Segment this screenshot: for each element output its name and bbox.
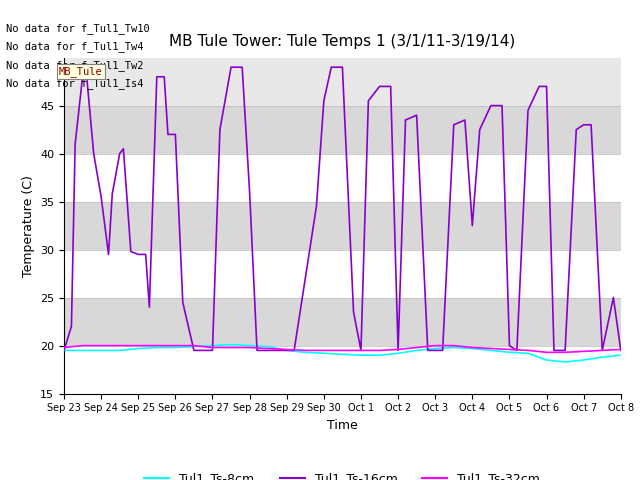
Text: No data for f_Tul1_Tw4: No data for f_Tul1_Tw4 <box>6 41 144 52</box>
Bar <box>64 106 621 154</box>
Bar <box>64 202 621 250</box>
Bar <box>64 250 621 298</box>
Text: No data for f_Tul1_Is4: No data for f_Tul1_Is4 <box>6 78 144 89</box>
Bar <box>64 346 621 394</box>
Title: MB Tule Tower: Tule Temps 1 (3/1/11-3/19/14): MB Tule Tower: Tule Temps 1 (3/1/11-3/19… <box>169 35 516 49</box>
Text: No data for f_Tul1_Tw10: No data for f_Tul1_Tw10 <box>6 23 150 34</box>
Bar <box>64 298 621 346</box>
Text: MB_Tule: MB_Tule <box>59 66 102 77</box>
Legend: Tul1_Ts-8cm, Tul1_Ts-16cm, Tul1_Ts-32cm: Tul1_Ts-8cm, Tul1_Ts-16cm, Tul1_Ts-32cm <box>140 467 545 480</box>
Text: No data for f_Tul1_Tw2: No data for f_Tul1_Tw2 <box>6 60 144 71</box>
X-axis label: Time: Time <box>327 419 358 432</box>
Bar <box>64 154 621 202</box>
Y-axis label: Temperature (C): Temperature (C) <box>22 175 35 276</box>
